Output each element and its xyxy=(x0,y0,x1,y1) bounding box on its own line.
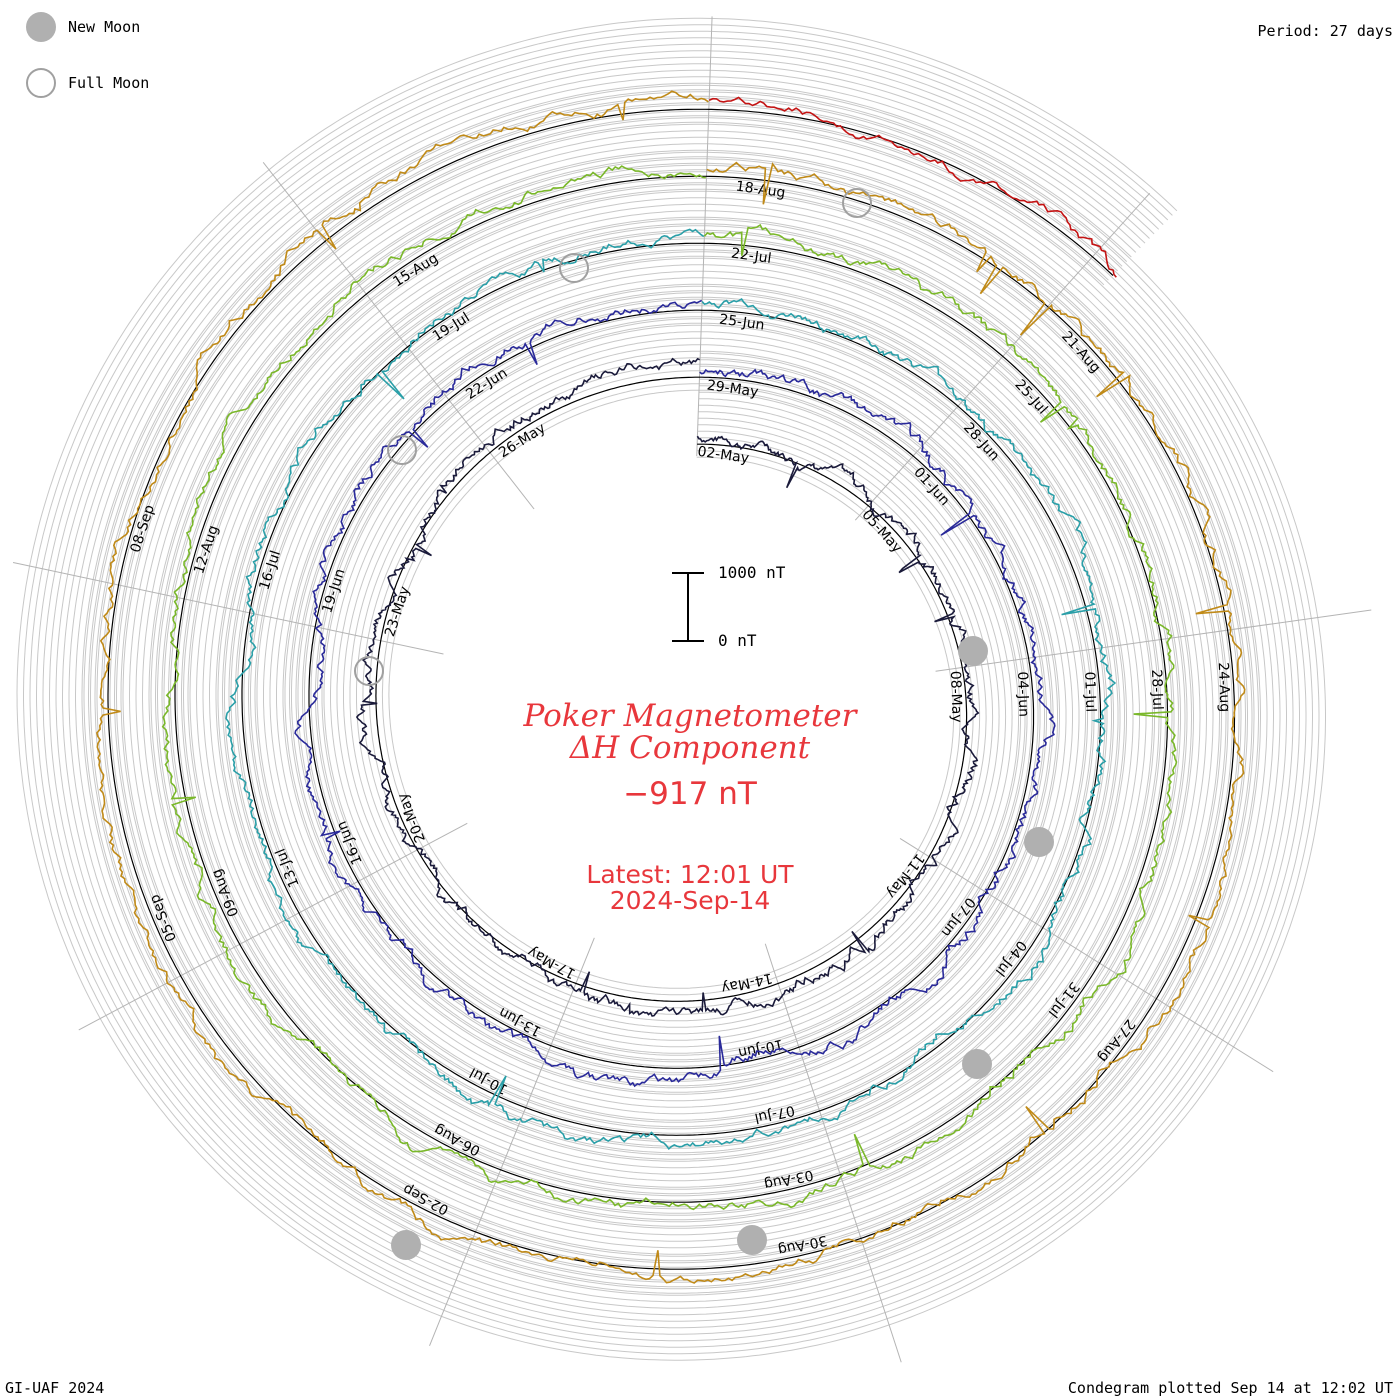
grid-spiral xyxy=(36,37,1307,1342)
grid-spiral xyxy=(42,43,1300,1335)
baseline-spiral xyxy=(107,108,1236,1270)
day-spoke xyxy=(764,943,902,1363)
new-moon-icon xyxy=(26,12,56,42)
magnetometer-trace-rev-6 xyxy=(708,96,1117,278)
day-spoke xyxy=(935,609,1372,672)
latest-time-block: Latest: 12:01 UT 2024-Sep-14 xyxy=(390,862,990,914)
day-spoke xyxy=(12,562,444,655)
day-spoke xyxy=(262,161,535,510)
grid-spiral xyxy=(94,95,1248,1283)
chart-title: Poker Magnetometer ΔH Component xyxy=(390,700,990,764)
date-tick-label: 31-Jul xyxy=(1045,978,1083,1020)
date-tick-label: 29-May xyxy=(706,377,760,400)
magnetometer-trace-rev-2 xyxy=(294,299,1056,1088)
magnetometer-trace-rev-5 xyxy=(96,90,1246,1284)
grid-spiral xyxy=(62,63,1281,1316)
day-spoke xyxy=(429,937,595,1346)
new-moon-marker xyxy=(1024,827,1054,857)
full-moon-marker xyxy=(387,435,417,465)
date-tick-label: 10-Jun xyxy=(737,1036,785,1061)
date-tick-label: 24-Aug xyxy=(1215,662,1233,712)
grid-spiral xyxy=(23,24,1320,1355)
date-tick-label: 02-May xyxy=(696,444,750,467)
title-line2: ΔH Component xyxy=(569,730,811,766)
new-moon-marker xyxy=(962,1049,992,1079)
date-tick-label: 04-Jun xyxy=(1014,671,1032,717)
date-tick-label: 22-Jul xyxy=(730,246,772,267)
date-tick-label: 16-Jul xyxy=(256,549,284,593)
date-tick-label: 25-Jun xyxy=(718,312,765,334)
grid-spiral xyxy=(120,121,1222,1257)
legend-full-moon: Full Moon xyxy=(26,68,149,98)
day-spoke xyxy=(696,16,713,457)
full-moon-label: Full Moon xyxy=(68,74,150,92)
full-moon-icon xyxy=(26,68,56,98)
full-moon-marker xyxy=(354,656,384,686)
date-tick-label: 14-May xyxy=(720,969,774,995)
date-tick-label: 17-May xyxy=(525,943,578,981)
date-tick-label: 01-Jul xyxy=(1081,671,1098,712)
day-spoke xyxy=(899,838,1274,1073)
scale-bottom-label: 0 nT xyxy=(718,631,757,650)
grid-spiral xyxy=(49,50,1294,1329)
latest-time: Latest: 12:01 UT xyxy=(586,860,794,889)
new-moon-marker xyxy=(737,1225,767,1255)
full-moon-marker xyxy=(559,253,589,283)
grid-spiral xyxy=(16,17,1326,1361)
day-spoke xyxy=(78,822,468,1031)
date-tick-label: 03-Aug xyxy=(763,1166,815,1192)
scale-top-label: 1000 nT xyxy=(718,563,786,582)
grid-spiral xyxy=(75,76,1268,1303)
full-moon-marker xyxy=(842,188,872,218)
latest-value: −917 nT xyxy=(623,776,757,812)
magnetometer-trace-rev-1 xyxy=(355,357,980,1017)
grid-spiral xyxy=(81,82,1261,1296)
magnetometer-trace-rev-4 xyxy=(161,165,1178,1211)
date-tick-label: 28-Jul xyxy=(1148,669,1165,710)
magnetometer-trace-rev-3 xyxy=(225,228,1117,1150)
grid-spiral xyxy=(88,89,1255,1290)
footer-left: GI-UAF 2024 xyxy=(5,1379,105,1397)
title-line1: Poker Magnetometer xyxy=(523,698,857,734)
new-moon-label: New Moon xyxy=(68,18,141,36)
footer-right: Condegram plotted Sep 14 at 12:02 UT xyxy=(1067,1379,1393,1397)
legend-new-moon: New Moon xyxy=(26,12,140,42)
new-moon-marker xyxy=(958,636,988,666)
grid-spiral xyxy=(68,69,1274,1309)
date-tick-label: 18-Aug xyxy=(735,179,787,202)
date-tick-label: 08-May xyxy=(947,671,965,723)
grid-spiral xyxy=(114,115,1229,1264)
latest-date: 2024-Sep-14 xyxy=(609,886,771,915)
date-tick-label: 22-Jun xyxy=(463,365,510,403)
new-moon-marker xyxy=(391,1230,421,1260)
date-tick-label: 01-Jun xyxy=(910,465,952,510)
period-label: Period: 27 days xyxy=(1257,22,1393,40)
grid-spiral xyxy=(55,56,1287,1322)
